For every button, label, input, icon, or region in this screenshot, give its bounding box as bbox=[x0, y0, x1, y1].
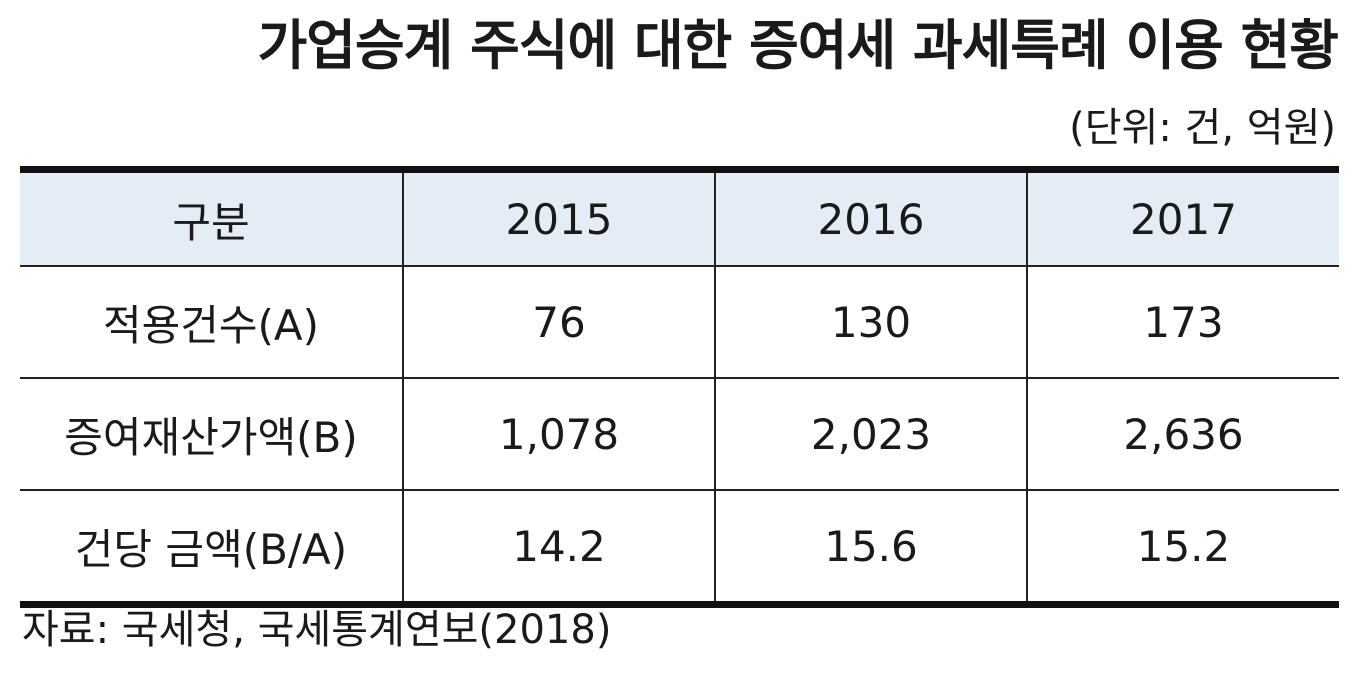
header-category: 구분 bbox=[20, 169, 403, 267]
data-table-container: 구분 2015 2016 2017 적용건수(A) 76 130 173 증여재… bbox=[20, 166, 1339, 608]
table-cell: 173 bbox=[1026, 266, 1339, 379]
unit-note: (단위: 건, 억원) bbox=[1069, 105, 1336, 151]
table-cell: 15.6 bbox=[714, 490, 1027, 605]
table-row: 건당 금액(B/A) 14.2 15.6 15.2 bbox=[20, 490, 1339, 605]
table-cell: 2,636 bbox=[1026, 378, 1339, 491]
table-cell: 14.2 bbox=[402, 490, 715, 605]
data-table: 구분 2015 2016 2017 적용건수(A) 76 130 173 증여재… bbox=[20, 166, 1339, 608]
table-cell: 15.2 bbox=[1026, 490, 1339, 605]
header-2016: 2016 bbox=[714, 169, 1027, 267]
table-row: 증여재산가액(B) 1,078 2,023 2,636 bbox=[20, 378, 1339, 491]
table-row: 적용건수(A) 76 130 173 bbox=[20, 266, 1339, 379]
page-title: 가업승계 주식에 대한 증여세 과세특례 이용 현황 bbox=[257, 14, 1339, 77]
source-note: 자료: 국세청, 국세통계연보(2018) bbox=[22, 607, 612, 653]
table-header-row: 구분 2015 2016 2017 bbox=[20, 169, 1339, 267]
table-cell: 76 bbox=[402, 266, 715, 379]
row-label: 적용건수(A) bbox=[20, 266, 403, 379]
row-label: 증여재산가액(B) bbox=[20, 378, 403, 491]
header-2017: 2017 bbox=[1026, 169, 1339, 267]
table-cell: 1,078 bbox=[402, 378, 715, 491]
table-cell: 130 bbox=[714, 266, 1027, 379]
table-cell: 2,023 bbox=[714, 378, 1027, 491]
header-2015: 2015 bbox=[402, 169, 715, 267]
row-label: 건당 금액(B/A) bbox=[74, 524, 348, 574]
